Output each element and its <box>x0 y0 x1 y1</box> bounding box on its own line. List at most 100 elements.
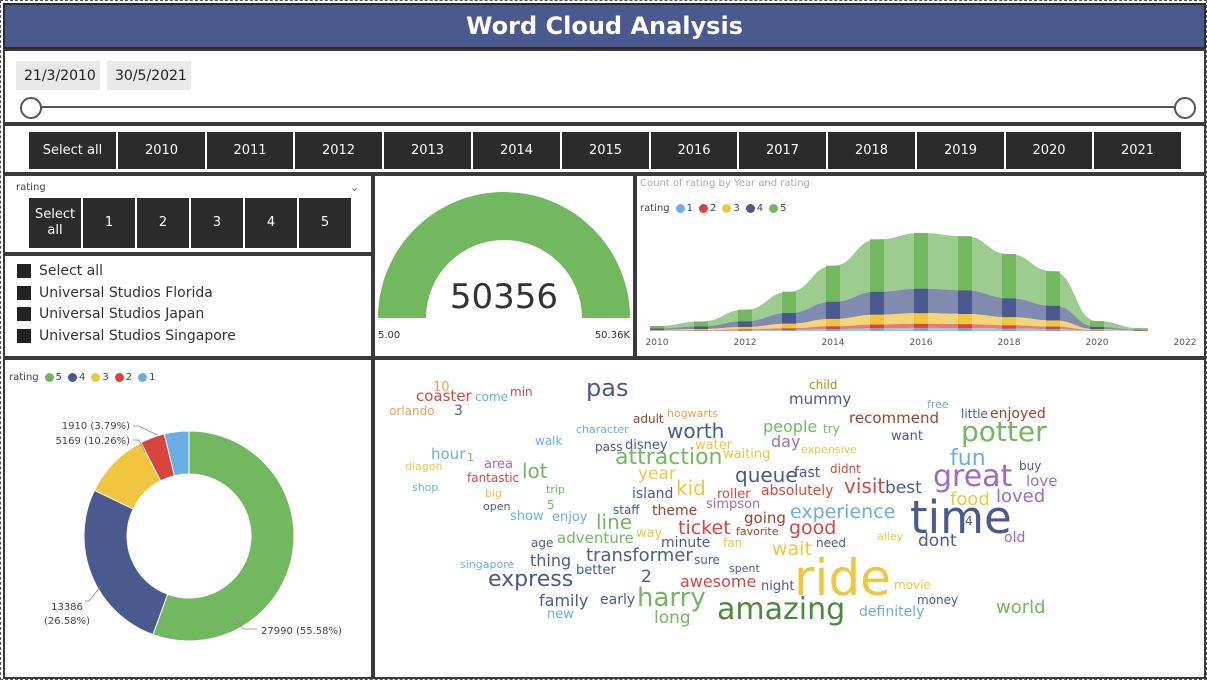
park-slicer-panel <box>3 254 373 358</box>
page-title: Word Cloud Analysis <box>466 12 743 40</box>
area-series-5 <box>657 233 1141 330</box>
area-bar-2014-1 <box>826 329 840 331</box>
word-cloud-word: definitely <box>859 604 925 620</box>
word-cloud-word: island <box>632 486 674 502</box>
year-button-2011[interactable]: 2011 <box>207 132 293 169</box>
park-item[interactable]: Select all <box>17 261 103 281</box>
rating-select-all-button[interactable]: Select all <box>29 198 81 248</box>
word-cloud-word: favorite <box>736 525 779 538</box>
year-button-2013[interactable]: 2013 <box>384 132 471 169</box>
checkbox[interactable] <box>17 307 31 321</box>
legend-swatch <box>114 373 124 382</box>
date-slider-start-handle[interactable] <box>20 97 42 119</box>
donut-data-label: 5169 (10.26%) <box>55 436 130 447</box>
word-cloud-word: free <box>927 398 949 411</box>
area-bar-2019-4 <box>1046 305 1060 321</box>
donut-leader-line <box>133 439 146 453</box>
year-button-2014[interactable]: 2014 <box>473 132 560 169</box>
legend-swatch <box>722 204 732 213</box>
area-bar-2010-4 <box>650 328 664 330</box>
word-cloud-word: waiting <box>723 447 771 462</box>
word-cloud-word: shop <box>412 481 439 494</box>
word-cloud-word: want <box>891 429 923 444</box>
rating-button-5[interactable]: 5 <box>299 198 351 248</box>
area-bar-2021-5 <box>1134 328 1148 330</box>
gauge-arc <box>378 192 630 318</box>
area-bar-2011-5 <box>694 321 708 327</box>
area-bar-2010-5 <box>650 326 664 329</box>
end-date-input[interactable]: 30/5/2021 <box>107 61 191 90</box>
checkbox[interactable] <box>17 285 31 300</box>
legend-swatch <box>769 204 779 213</box>
park-item[interactable]: Universal Studios Singapore <box>17 326 236 346</box>
word-cloud-word: long <box>654 608 691 628</box>
year-button-2012[interactable]: 2012 <box>295 132 382 169</box>
area-series-4 <box>657 288 1141 331</box>
area-series-3 <box>657 313 1141 331</box>
word-cloud-word: transformer <box>586 545 693 566</box>
word-cloud-word: enjoy <box>552 510 588 525</box>
legend-label: 2 <box>125 372 133 383</box>
legend-swatch <box>675 204 685 213</box>
area-bar-2013-3 <box>782 323 796 329</box>
area-bar-2016-3 <box>914 313 928 324</box>
word-cloud-word: buy <box>1019 459 1042 473</box>
checkbox[interactable] <box>17 264 31 278</box>
x-tick-label: 2022 <box>1174 338 1197 348</box>
word-cloud-word: family <box>539 591 589 610</box>
area-bar-2014-5 <box>826 265 840 302</box>
donut-legend: rating 5 4 3 2 1 <box>9 372 156 383</box>
word-cloud-word: lot <box>522 459 548 483</box>
rating-button-4[interactable]: 4 <box>245 198 297 248</box>
rating-button-1[interactable]: 1 <box>83 198 135 248</box>
word-cloud-word: didnt <box>830 462 861 476</box>
area-bar-2015-4 <box>870 291 884 315</box>
date-slider-track[interactable] <box>31 106 1185 108</box>
word-cloud-word: attraction <box>615 445 723 470</box>
donut-leader-line <box>133 425 158 436</box>
area-bar-2017-3 <box>958 313 972 325</box>
area-bar-2010-3 <box>650 329 664 331</box>
chevron-down-icon[interactable]: ⌄ <box>350 182 360 194</box>
word-cloud-word: awesome <box>680 572 757 591</box>
area-bar-2012-2 <box>738 329 752 331</box>
word-cloud-word: going <box>744 509 786 527</box>
area-bar-2016-4 <box>914 288 928 314</box>
word-cloud-word: disney <box>625 438 668 453</box>
area-bar-2018-1 <box>1002 328 1016 331</box>
word-cloud-word: ticket <box>678 517 731 539</box>
word-cloud-word: trip <box>546 483 565 496</box>
checkbox[interactable] <box>17 328 31 343</box>
year-select-all-button[interactable]: Select all <box>29 132 116 169</box>
word-cloud-word: min <box>510 385 533 399</box>
donut-slice-5 <box>152 430 295 642</box>
rating-button-3[interactable]: 3 <box>191 198 243 248</box>
area-bar-2018-3 <box>1002 317 1016 326</box>
year-button-2019[interactable]: 2019 <box>917 132 1004 169</box>
year-button-2018[interactable]: 2018 <box>828 132 915 169</box>
year-button-2010[interactable]: 2010 <box>118 132 205 169</box>
legend-label: 1 <box>686 203 693 214</box>
year-button-2015[interactable]: 2015 <box>562 132 649 169</box>
legend-label: 5 <box>780 203 787 214</box>
rating-slicer-label: rating <box>16 182 46 193</box>
rating-button-2[interactable]: 2 <box>137 198 189 248</box>
year-button-2016[interactable]: 2016 <box>651 132 737 169</box>
donut-data-label: 1910 (3.79%) <box>62 421 130 432</box>
year-button-2020[interactable]: 2020 <box>1006 132 1092 169</box>
park-item[interactable]: Universal Studios Japan <box>17 304 204 324</box>
start-date-input[interactable]: 21/3/2010 <box>16 61 100 90</box>
year-button-2017[interactable]: 2017 <box>739 132 826 169</box>
park-item[interactable]: Universal Studios Florida <box>17 283 213 303</box>
word-cloud-word: fun <box>950 446 986 471</box>
date-slider-end-handle[interactable] <box>1174 97 1196 119</box>
legend-swatch <box>68 373 77 382</box>
word-cloud-word: queue <box>735 463 798 487</box>
word-cloud-word: wait <box>772 538 812 560</box>
word-cloud-word: 10 <box>433 380 450 395</box>
area-bar-2011-4 <box>694 326 708 330</box>
word-cloud-word: world <box>996 597 1046 618</box>
year-button-2021[interactable]: 2021 <box>1094 132 1181 169</box>
area-series-2 <box>657 323 1141 331</box>
area-bar-2013-5 <box>782 291 796 314</box>
